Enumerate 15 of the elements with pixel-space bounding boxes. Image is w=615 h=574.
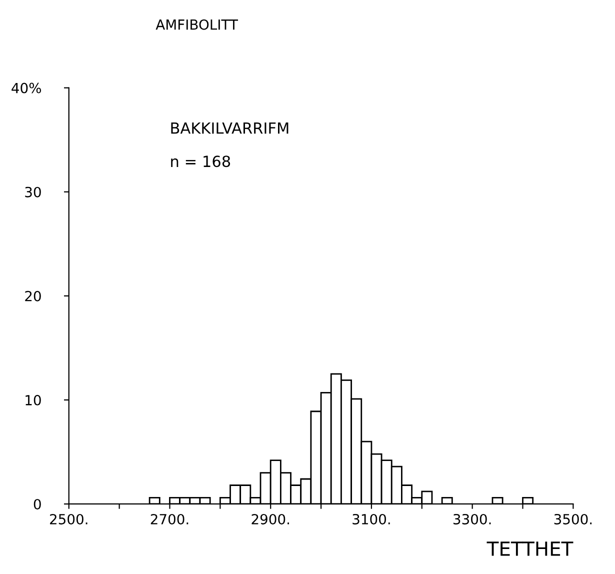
x-tick-label: 3300. (454, 514, 491, 524)
y-tick-label: 0 (34, 498, 41, 510)
y-tick-label: 20 (25, 290, 41, 302)
annotation: BAKKILVARRIFM (171, 122, 288, 134)
chart-title: AMFIBOLITT (156, 19, 238, 30)
x-tick-label: 2900. (252, 514, 289, 524)
y-tick-label: 10 (26, 394, 41, 406)
y-tick-label: 30 (25, 186, 41, 198)
x-tick-label: 2700. (150, 514, 188, 524)
x-tick-label: 2500. (50, 514, 88, 524)
x-tick-label: 3100. (352, 514, 390, 524)
annotation: n = 168 (171, 156, 230, 168)
y-tick-label: 40% (12, 82, 42, 94)
x-axis-title: TETTHET (486, 542, 574, 556)
x-tick-label: 3500. (554, 514, 592, 524)
